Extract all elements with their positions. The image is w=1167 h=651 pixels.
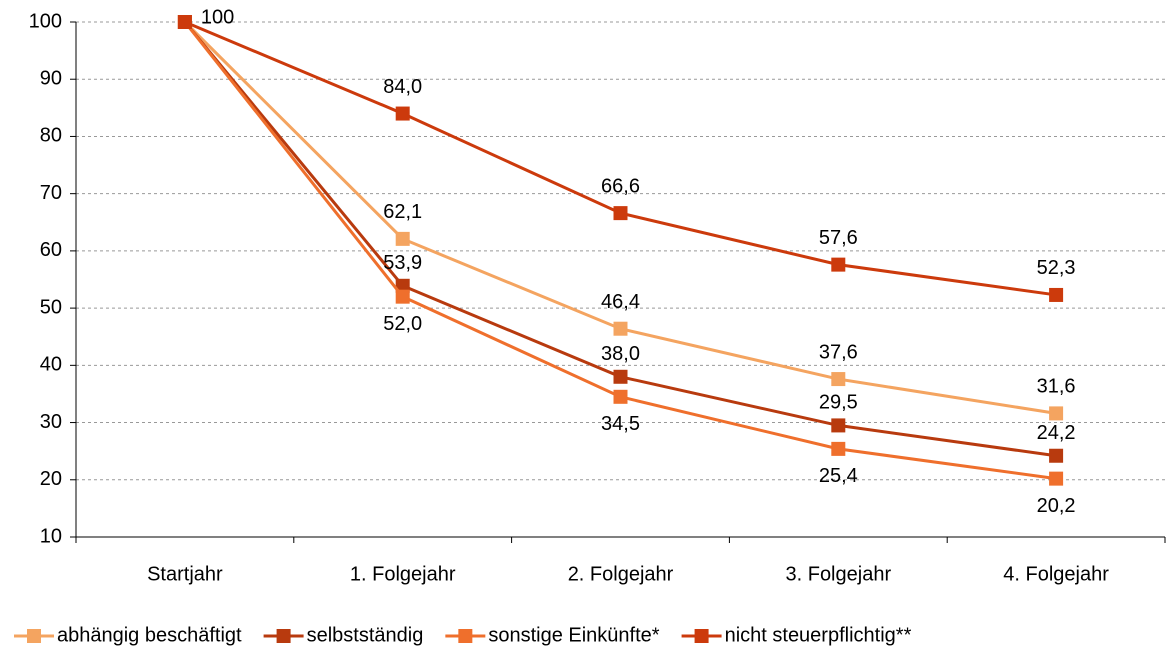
- y-tick-label: 90: [40, 68, 62, 90]
- marker: [177, 15, 192, 29]
- marker: [613, 389, 628, 404]
- marker: [831, 372, 846, 387]
- x-tick-label: 1. Folgejahr: [350, 563, 456, 585]
- legend-label: abhängig beschäftigt: [57, 624, 242, 646]
- data-label: 46,4: [601, 291, 640, 313]
- marker: [1049, 471, 1064, 486]
- marker: [1049, 406, 1064, 421]
- legend-item: selbstständig: [263, 624, 424, 646]
- x-tick-label: Startjahr: [147, 563, 223, 585]
- data-label: 29,5: [819, 392, 858, 414]
- y-tick-label: 100: [29, 10, 62, 32]
- data-label: 34,5: [601, 413, 640, 435]
- legend-marker: [27, 629, 41, 643]
- data-label: 24,2: [1037, 422, 1076, 444]
- data-label: 62,1: [383, 201, 422, 223]
- marker: [1049, 448, 1064, 463]
- marker: [831, 257, 846, 272]
- marker: [1049, 287, 1064, 302]
- x-tick-label: 2. Folgejahr: [568, 563, 674, 585]
- data-label: 52,0: [383, 313, 422, 335]
- y-tick-label: 50: [40, 296, 62, 318]
- data-label: 37,6: [819, 341, 858, 363]
- legend-item: nicht steuerpflichtig**: [681, 624, 912, 646]
- legend-label: sonstige Einkünfte*: [488, 624, 659, 646]
- marker: [613, 206, 628, 221]
- data-label: 84,0: [383, 76, 422, 98]
- y-tick-label: 20: [40, 468, 62, 490]
- legend-label: nicht steuerpflichtig**: [725, 624, 912, 646]
- legend-item: abhängig beschäftigt: [14, 624, 242, 646]
- data-label: 25,4: [819, 465, 858, 487]
- marker: [831, 441, 846, 456]
- data-label: 57,6: [819, 227, 858, 249]
- series-line: [183, 21, 1057, 481]
- legend-marker: [458, 629, 473, 643]
- marker: [395, 289, 410, 304]
- legend-marker: [694, 629, 709, 643]
- marker: [613, 369, 628, 384]
- data-label: 53,9: [383, 252, 422, 274]
- data-label: 66,6: [601, 175, 640, 197]
- y-tick-label: 40: [40, 354, 62, 376]
- data-label: 100: [201, 6, 234, 28]
- data-label: 38,0: [601, 343, 640, 365]
- x-tick-label: 4. Folgejahr: [1003, 563, 1109, 585]
- data-label: 52,3: [1037, 257, 1076, 279]
- y-tick-label: 60: [40, 239, 62, 261]
- y-tick-label: 30: [40, 411, 62, 433]
- marker: [395, 231, 410, 246]
- legend-item: sonstige Einkünfte*: [445, 624, 660, 646]
- y-tick-label: 70: [40, 182, 62, 204]
- y-tick-label: 80: [40, 125, 62, 147]
- marker: [831, 418, 846, 433]
- legend-label: selbstständig: [307, 624, 424, 646]
- marker: [395, 278, 410, 293]
- x-tick-label: 3. Folgejahr: [785, 563, 891, 585]
- y-tick-label: 10: [40, 525, 62, 547]
- series-line: [184, 20, 1057, 297]
- legend-marker: [276, 629, 291, 643]
- marker: [395, 106, 410, 121]
- data-label: 31,6: [1037, 376, 1076, 398]
- data-label: 20,2: [1037, 495, 1076, 517]
- marker: [613, 321, 628, 336]
